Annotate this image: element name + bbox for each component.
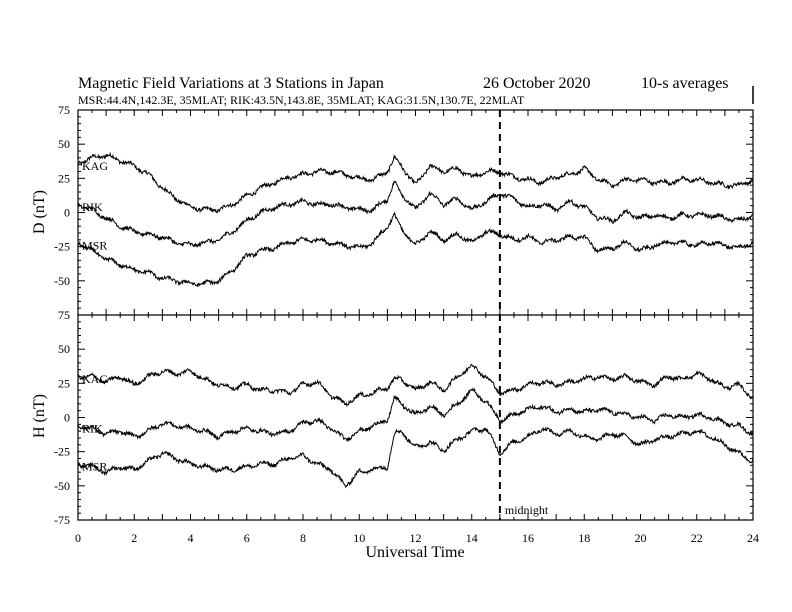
series-line-msr xyxy=(77,426,754,489)
tick-labels: 0 2 4 6 8 10 12 14 16 18 20 22 247550250-25-50KAGRIK… xyxy=(54,103,759,545)
x-tick-label: 18 xyxy=(578,531,590,545)
series-label-rik: RIK xyxy=(82,200,103,214)
x-tick-label: 20 xyxy=(635,531,647,545)
y-tick-label: 75 xyxy=(58,103,70,117)
series-line-rik xyxy=(77,180,754,248)
series-line-rik xyxy=(77,387,754,443)
series-line-kag xyxy=(77,151,754,214)
y-axis-label-h: H (nT) xyxy=(31,394,48,438)
x-tick-label: 0 xyxy=(75,531,81,545)
y-tick-label: 50 xyxy=(58,342,70,356)
series-line-msr xyxy=(77,211,754,288)
stations-info: MSR:44.4N,142.3E, 35MLAT; RIK:43.5N,143.… xyxy=(78,93,525,107)
y-tick-label: 0 xyxy=(64,206,70,220)
x-tick-label: 24 xyxy=(747,531,759,545)
x-axis-label: Universal Time xyxy=(365,544,464,561)
series-label-msr: MSR xyxy=(82,238,107,252)
y-tick-label: -25 xyxy=(54,445,70,459)
series-line-kag xyxy=(77,363,754,408)
y-tick-label: -75 xyxy=(54,513,70,527)
y-tick-label: 0 xyxy=(64,411,70,425)
y-tick-label: 25 xyxy=(58,376,70,390)
y-tick-label: -50 xyxy=(54,274,70,288)
chart-title: Magnetic Field Variations at 3 Stations … xyxy=(78,75,384,92)
x-tick-label: 16 xyxy=(522,531,534,545)
x-tick-label: 4 xyxy=(188,531,194,545)
y-axis-label-d: D (nT) xyxy=(31,190,48,234)
chart-date: 26 October 2020 xyxy=(483,75,591,92)
x-tick-label: 8 xyxy=(300,531,306,545)
y-tick-label: 50 xyxy=(58,137,70,151)
x-tick-label: 22 xyxy=(691,531,703,545)
x-tick-label: 10 xyxy=(353,531,365,545)
x-tick-label: 12 xyxy=(410,531,422,545)
data-series xyxy=(77,151,754,489)
chart-averaging: 10-s averages xyxy=(641,75,729,92)
x-tick-label: 14 xyxy=(466,531,478,545)
x-tick-label: 6 xyxy=(244,531,250,545)
y-tick-label: -25 xyxy=(54,240,70,254)
tick-marks xyxy=(77,109,754,521)
y-tick-label: 25 xyxy=(58,171,70,185)
midnight-label: midnight xyxy=(505,503,549,517)
y-tick-label: 75 xyxy=(58,308,70,322)
series-label-kag: KAG xyxy=(82,159,108,173)
y-tick-label: -50 xyxy=(54,479,70,493)
x-tick-label: 2 xyxy=(131,531,137,545)
